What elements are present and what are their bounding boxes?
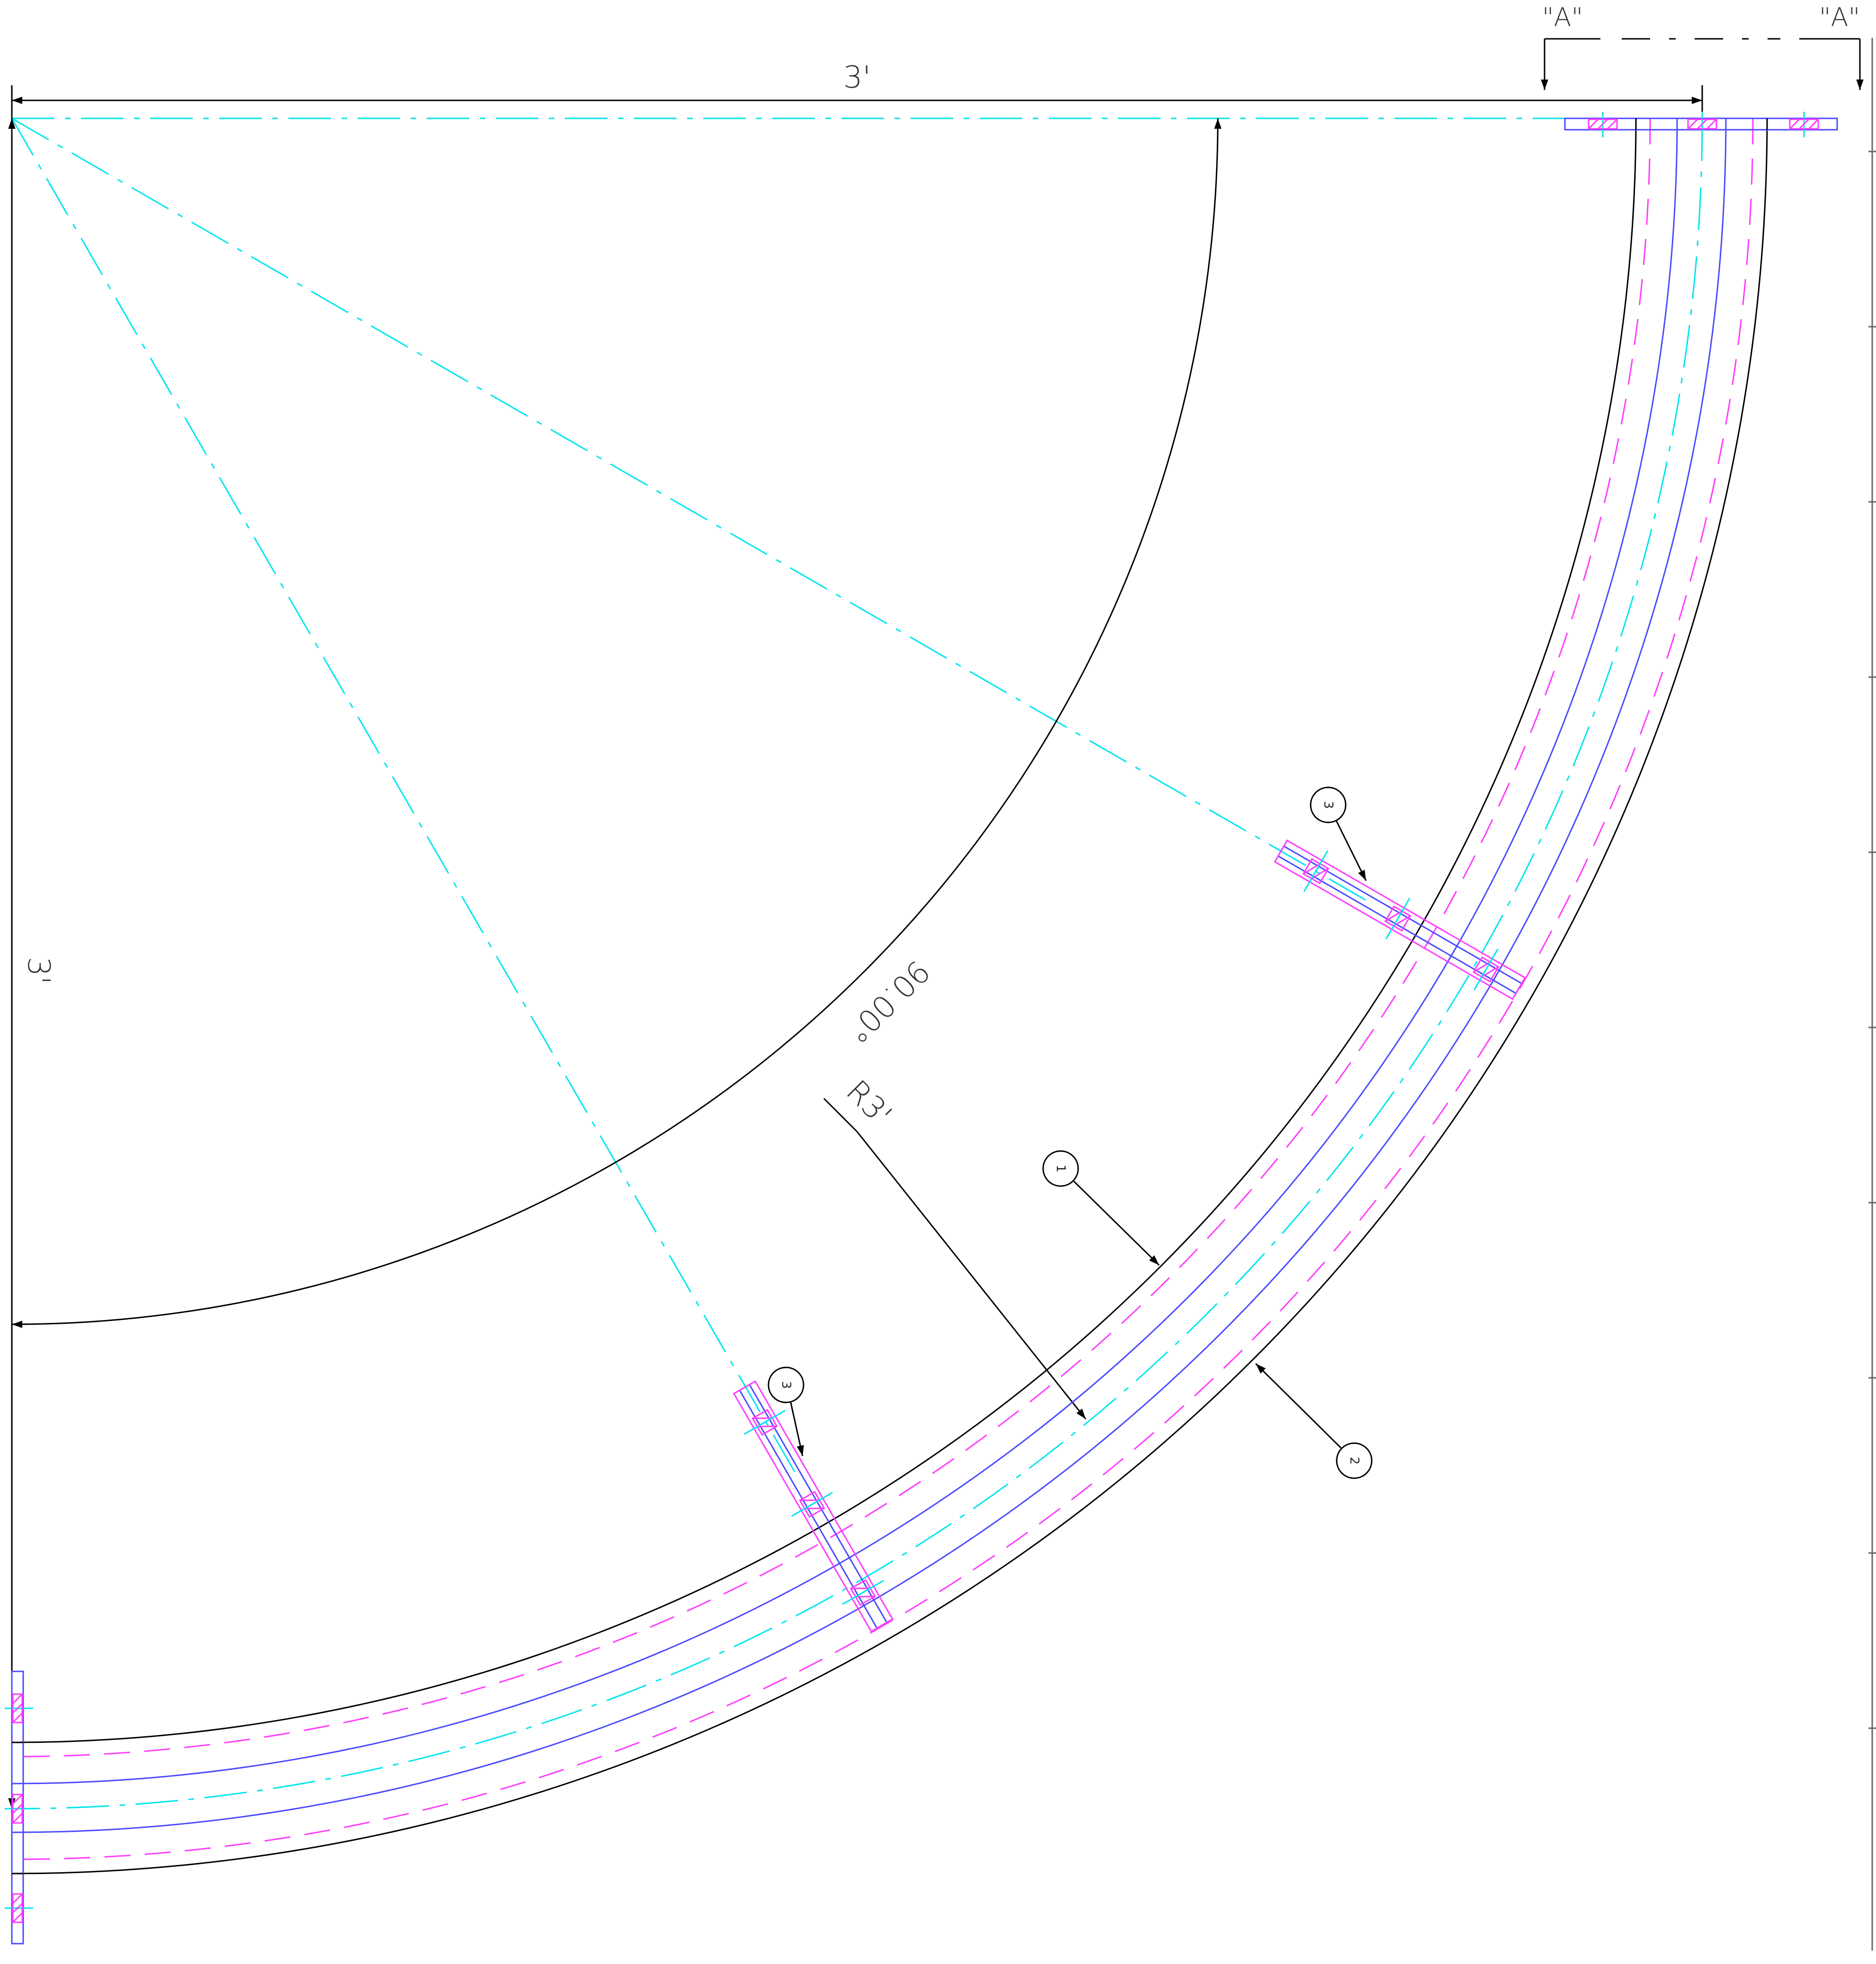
section-mark-left: "A" <box>1542 2 1583 32</box>
construction-centerlines <box>11 117 1702 1809</box>
stiffener-ring-upper <box>1274 839 1526 1000</box>
liner-outer <box>11 118 1727 1833</box>
radius-dimension-label: R3' <box>839 1074 898 1133</box>
balloon-part-1-text: 1 <box>1054 1165 1068 1173</box>
frame-edge <box>1868 38 1876 1951</box>
balloon-part-3-upper: 3 <box>1310 786 1367 881</box>
balloon-part-2-text: 2 <box>1347 1457 1361 1465</box>
section-cut-line: "A" "A" <box>1541 2 1864 90</box>
angle-dimension-label: 90.00° <box>840 953 937 1050</box>
left-flange <box>5 1670 33 1945</box>
pipe-centerline <box>11 118 1703 1810</box>
radius-dimension: R3' <box>823 1074 1087 1419</box>
vertical-dimension-label: 3' <box>21 957 56 984</box>
liner-inner <box>11 118 1678 1785</box>
stiffener-ring-lower <box>733 1380 894 1633</box>
horizontal-dimension-label: 3' <box>843 60 871 95</box>
horizontal-dimension: 3' <box>11 60 1703 121</box>
balloon-part-3-lower: 3 <box>768 1366 804 1456</box>
vertical-dimension: 3' <box>8 118 56 1809</box>
inner-wall <box>11 118 1637 1743</box>
balloon-part-3-upper-text: 3 <box>1321 801 1335 809</box>
balloon-part-3-lower-text: 3 <box>779 1381 793 1389</box>
balloon-part-1: 1 <box>1042 1150 1160 1266</box>
top-flange <box>1564 112 1838 137</box>
outer-wall <box>11 118 1768 1875</box>
angle-dimension: 90.00° <box>11 118 1222 1328</box>
elbow-body <box>11 118 1768 1875</box>
balloon-part-2: 2 <box>1255 1363 1373 1479</box>
section-mark-right: "A" <box>1819 2 1860 32</box>
